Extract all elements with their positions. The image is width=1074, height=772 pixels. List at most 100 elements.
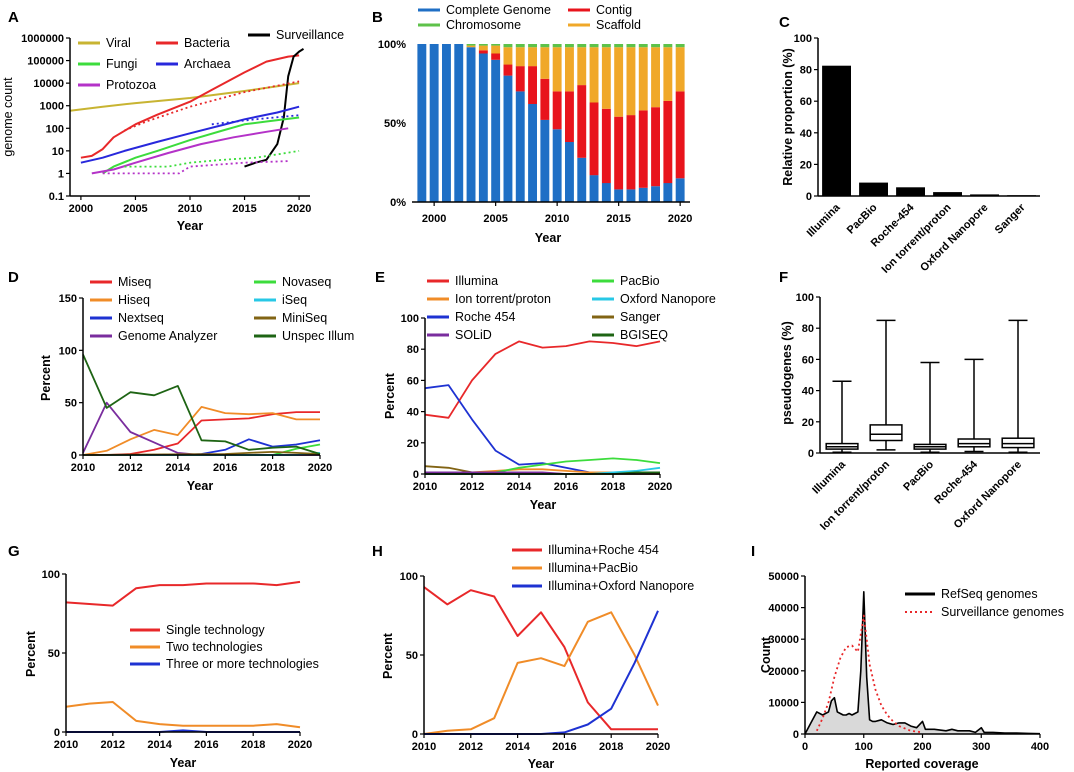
y-tick-label-D: 50 [65, 398, 77, 410]
x-category-label-F: Illumina [810, 458, 848, 496]
stacked-bar-segment-B [491, 45, 501, 54]
legend-label-B: Scaffold [596, 18, 641, 32]
series-line-A [91, 127, 289, 175]
x-tick-label-A: 2010 [178, 203, 202, 215]
y-tick-label-C: 80 [800, 65, 812, 77]
series-line-A [80, 54, 300, 159]
y-tick-label-C: 60 [800, 96, 812, 108]
series-line-A [102, 160, 289, 175]
series-line-A [102, 116, 300, 175]
x-tick-label-H: 2010 [412, 741, 436, 753]
stacked-bar-segment-B [515, 47, 525, 67]
stacked-bar-segment-B [614, 47, 624, 117]
x-tick-label-B: 2005 [483, 213, 507, 225]
stacked-bar-segment-B [540, 78, 550, 120]
legend-label-D: Novaseq [282, 275, 331, 289]
stacked-bar-segment-B [651, 186, 660, 202]
x-tick-label-A: 2000 [69, 203, 93, 215]
legend-label-E: PacBio [620, 274, 660, 288]
y-tick-label-C: 20 [800, 159, 812, 171]
stacked-bar-segment-B [675, 91, 685, 179]
y-tick-label-F: 80 [802, 323, 814, 335]
panel-label-D: D [8, 269, 19, 286]
bar-C [896, 187, 925, 196]
bar-C [933, 192, 962, 196]
legend-label-E: Sanger [620, 310, 660, 324]
stacked-bar-segment-B [528, 47, 537, 67]
x-tick-label-H: 2018 [599, 741, 623, 753]
y-tick-label-A: 1000 [40, 101, 64, 113]
x-category-label-C: Sanger [993, 201, 1028, 236]
stacked-bar-segment-B [466, 47, 476, 203]
x-category-label-C: Illumina [805, 201, 843, 239]
x-tick-label-A: 2015 [232, 203, 256, 215]
stacked-bar-segment-B [478, 45, 488, 51]
series-line-A [80, 105, 300, 164]
stacked-bar-segment-B [503, 47, 513, 65]
stacked-bar-segment-B [528, 66, 537, 104]
stacked-bar-segment-B [552, 129, 562, 202]
legend-label-A: Viral [106, 36, 131, 50]
stacked-bar-segment-B [663, 183, 673, 202]
y-tick-label-D: 100 [59, 345, 77, 357]
legend-label-E: Illumina [455, 274, 498, 288]
legend-label-E: BGISEQ [620, 328, 668, 342]
y-tick-label-A: 1000000 [21, 33, 64, 45]
stacked-bar-segment-B [663, 44, 673, 48]
panel-label-I: I [751, 543, 755, 560]
x-tick-label-G: 2014 [147, 739, 172, 751]
x-tick-label-G: 2018 [241, 739, 265, 751]
y-tick-label-H: 0 [412, 729, 418, 741]
stacked-bar-segment-B [614, 116, 624, 190]
stacked-bar-segment-B [417, 44, 427, 202]
stacked-bar-segment-B [565, 47, 574, 92]
y-tick-label-G: 0 [54, 727, 60, 739]
stacked-bar-segment-B [466, 45, 476, 48]
x-tick-label-G: 2020 [288, 739, 312, 751]
legend-label-H: Illumina+Roche 454 [548, 543, 659, 557]
stacked-bar-segment-B [601, 44, 611, 48]
y-tick-label-I: 50000 [768, 571, 799, 583]
legend-label-D: Hiseq [118, 293, 150, 307]
x-tick-label-E: 2010 [413, 481, 437, 493]
box-F [869, 424, 903, 442]
series-line-G [65, 580, 301, 607]
legend-label-D: Nextseq [118, 311, 164, 325]
panel-label-E: E [375, 269, 385, 286]
y-tick-label-C: 0 [806, 191, 812, 203]
stacked-bar-segment-B [503, 75, 513, 202]
legend-label-H: Illumina+PacBio [548, 561, 638, 575]
y-axis-title-F: pseudogenes (%) [780, 321, 794, 425]
stacked-bar-segment-B [651, 107, 660, 187]
series-line-A [124, 80, 300, 132]
stacked-bar-segment-B [601, 108, 611, 184]
y-tick-label-B: 0% [390, 197, 406, 209]
x-category-label-C: PacBio [845, 201, 880, 236]
y-tick-label-E: 0 [413, 469, 419, 481]
series-line-D [82, 354, 321, 455]
stacked-bar-segment-B [454, 44, 464, 202]
y-tick-label-E: 100 [401, 313, 419, 325]
x-tick-label-E: 2012 [460, 481, 484, 493]
x-tick-label-B: 2015 [606, 213, 630, 225]
series-line-I [804, 590, 1041, 735]
stacked-bar-segment-B [651, 44, 660, 48]
y-tick-label-C: 40 [800, 128, 812, 140]
x-tick-label-G: 2012 [101, 739, 125, 751]
y-tick-label-F: 0 [808, 448, 814, 460]
y-axis-title-C: Relative proportion (%) [781, 48, 795, 186]
stacked-bar-segment-B [675, 47, 685, 92]
stacked-bar-segment-B [442, 44, 451, 202]
y-tick-label-A: 0.1 [49, 191, 64, 203]
panel-label-G: G [8, 543, 20, 560]
x-tick-label-G: 2016 [194, 739, 218, 751]
stacked-bar-segment-B [601, 47, 611, 109]
y-tick-label-I: 40000 [768, 603, 799, 615]
y-tick-label-H: 100 [400, 571, 418, 583]
x-tick-label-B: 2010 [545, 213, 569, 225]
legend-label-A: Surveillance [276, 28, 344, 42]
stacked-bar-segment-B [429, 44, 439, 202]
legend-label-A: Fungi [106, 57, 137, 71]
legend-label-D: iSeq [282, 293, 307, 307]
